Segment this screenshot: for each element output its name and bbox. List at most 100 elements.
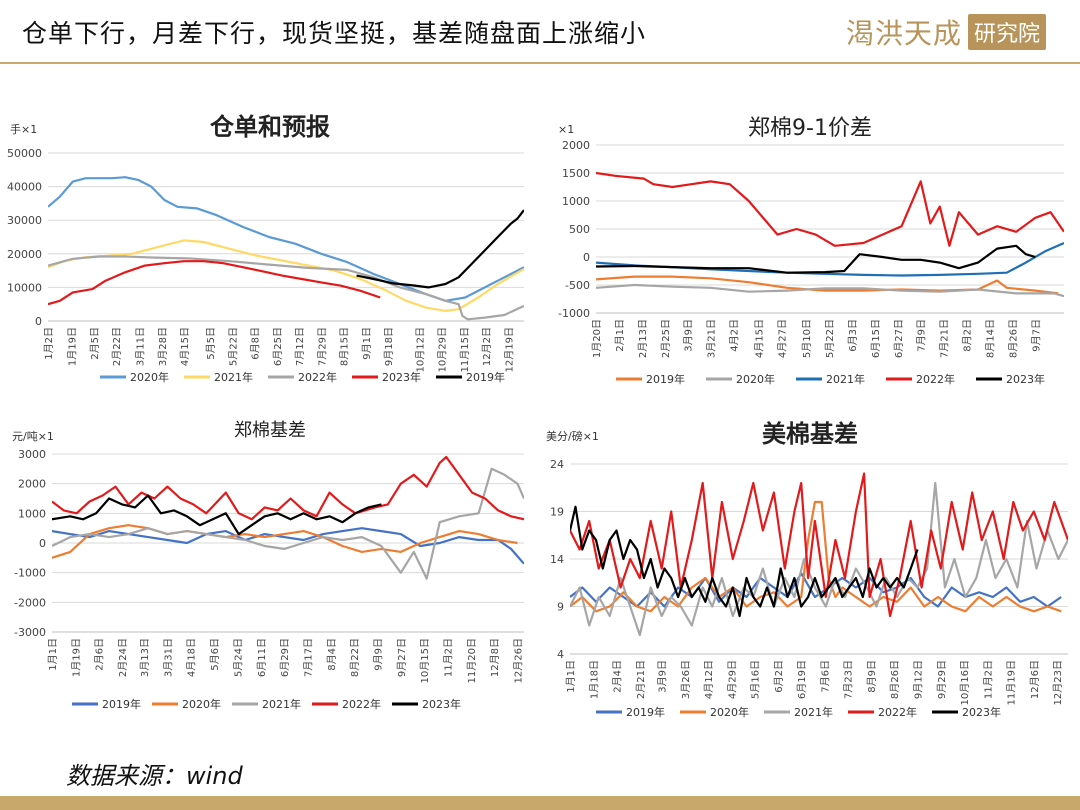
data-source: 数据来源：wind [66, 762, 243, 790]
x-tick-label: 5月5日 [205, 327, 217, 360]
x-tick-label: 8月14日 [985, 319, 997, 358]
chart-zc-basis: 郑棉基差 元/吨×1 -3000 -2000 -1000 0 1000 2000 3000 1月1… [0, 410, 540, 730]
x-tick-label: 3月28日 [157, 327, 169, 366]
x-tick-label: 5月6日 [209, 638, 221, 671]
x-tick-label: 10月12日 [414, 327, 426, 372]
x-tick-label: 5月16日 [750, 660, 762, 699]
x-tick-label: 8月2日 [962, 319, 974, 352]
y-tick-label: -1000 [14, 567, 46, 580]
series-line-us-basis-4 [570, 472, 1068, 618]
header-rule [0, 62, 1080, 64]
chart-title: 郑棉9-1价差 [748, 116, 872, 141]
y-tick-label: 500 [569, 223, 590, 236]
x-tick-label: 4月29日 [726, 660, 738, 699]
logo: 渴洪天成 研究院 [846, 12, 1047, 52]
x-tick-label: 7月9日 [916, 319, 928, 352]
x-tick-label: 7月23日 [843, 660, 855, 699]
y-tick-label: 19 [550, 506, 564, 519]
x-tick-label: 11月15日 [459, 327, 471, 372]
y-tick-label: 40000 [7, 181, 42, 194]
x-tick-label: 4月2日 [729, 319, 741, 352]
x-tick-label: 12月26日 [513, 638, 525, 683]
chart-us-basis: 美棉基差 美分/磅×1 4 9 14 19 24 1月1日 1月18日 2月4日 2月21日 3月9日… [540, 410, 1080, 730]
series-line-spread-2 [596, 283, 1064, 298]
x-tick-label: 3月31日 [162, 638, 174, 677]
y-tick-label: 0 [39, 537, 46, 550]
y-tick-label: -1000 [558, 307, 590, 320]
x-tick-label: 7月12日 [294, 327, 306, 366]
chart-title: 美棉基差 [762, 420, 858, 448]
x-tick-label: 1月1日 [565, 660, 577, 693]
x-tick-label: 2月21日 [635, 660, 647, 699]
chart-spread-svg: 郑棉9-1价差 ×1 -1000 -500 0 500 1000 1500 2000 1月20日 2… [558, 116, 1064, 386]
legend-label: 2020年 [182, 697, 221, 711]
legend-label: 2021年 [794, 705, 833, 719]
x-tick-label: 12月2日 [481, 327, 493, 366]
legend-label: 2021年 [214, 370, 253, 384]
y-tick-label: 4 [557, 648, 564, 661]
x-tick-label: 12月19日 [503, 327, 515, 372]
x-tick-label: 5月22日 [824, 319, 836, 358]
chart-us-basis-svg: 美棉基差 美分/磅×1 4 9 14 19 24 1月1日 1月18日 2月4日 2月21日 3月9日… [546, 420, 1068, 719]
x-tick-label: 2月4日 [612, 660, 624, 693]
x-tick-label: 6月27日 [893, 319, 905, 358]
series-line-zc-basis-1 [52, 527, 524, 565]
legend-label: 2020年 [130, 370, 169, 384]
x-tick-label: 7月29日 [316, 327, 328, 366]
x-tick-label: 4月15日 [753, 319, 765, 358]
x-tick-label: 3月9日 [683, 319, 695, 352]
x-tick-label: 7月6日 [819, 660, 831, 693]
x-tick-label: 10月16日 [959, 660, 971, 705]
x-tick-label: 6月29日 [279, 638, 291, 677]
legend-label: 2019年 [646, 372, 685, 386]
unit-label: 元/吨×1 [12, 430, 54, 443]
logo-box: 研究院 [968, 14, 1047, 50]
x-tick-label: 9月7日 [1030, 319, 1042, 352]
x-tick-label: 2月1日 [614, 319, 626, 352]
x-tick-label: 8月9日 [866, 660, 878, 693]
chart-title: 郑棉基差 [234, 420, 306, 441]
y-tick-label: 50000 [7, 147, 42, 160]
x-tick-label: 3月21日 [706, 319, 718, 358]
x-tick-label: 9月1日 [361, 327, 373, 360]
y-tick-label: 20000 [7, 248, 42, 261]
x-tick-label: 8月26日 [1007, 319, 1019, 358]
x-tick-label: 10月15日 [419, 638, 431, 683]
chart-warehouse-svg: 仓单和预报 手×1 0 10000 20000 30000 40000 50000 1月2日 1月… [7, 113, 524, 384]
x-tick-label: 1月19日 [67, 327, 79, 366]
y-tick-label: 14 [550, 553, 564, 566]
page-title: 仓单下行，月差下行，现货坚挺，基差随盘面上涨缩小 [22, 19, 647, 48]
x-tick-label: 4月15日 [179, 327, 191, 366]
x-tick-label: 6月11日 [256, 638, 268, 677]
series-line-zc-basis-4 [52, 455, 524, 521]
x-tick-label: 9月27日 [396, 638, 408, 677]
x-tick-label: 9月9日 [372, 638, 384, 671]
x-tick-label: 1月19日 [70, 638, 82, 677]
x-tick-label: 4月27日 [776, 319, 788, 358]
y-tick-label: 10000 [7, 281, 42, 294]
y-tick-label: 1000 [562, 195, 590, 208]
x-tick-label: 2月6日 [94, 638, 106, 671]
y-tick-label: 1500 [562, 167, 590, 180]
x-tick-label: 8月22日 [349, 638, 361, 677]
x-tick-label: 8月15日 [339, 327, 351, 366]
x-tick-label: 12月8日 [489, 638, 501, 677]
x-tick-label: 5月24日 [232, 638, 244, 677]
y-tick-label: -3000 [14, 626, 46, 639]
unit-label: ×1 [558, 123, 574, 136]
x-tick-label: 4月12日 [703, 660, 715, 699]
x-tick-label: 10月29日 [437, 327, 449, 372]
x-tick-label: 8月4日 [326, 638, 338, 671]
x-tick-label: 6月8日 [250, 327, 262, 360]
y-tick-label: 2000 [18, 478, 46, 491]
series-line-warehouse-2 [48, 239, 524, 312]
footer-bar [0, 796, 1080, 810]
legend-label: 2023年 [1006, 372, 1045, 386]
y-tick-label: 1000 [18, 507, 46, 520]
chart-title: 仓单和预报 [209, 113, 330, 141]
header: 仓单下行，月差下行，现货坚挺，基差随盘面上涨缩小 渴洪天成 研究院 [0, 0, 1080, 64]
series-line-zc-basis-5 [52, 494, 382, 536]
legend-label: 2023年 [422, 697, 461, 711]
legend-label: 2022年 [298, 370, 337, 384]
x-tick-label: 4月18日 [186, 638, 198, 677]
